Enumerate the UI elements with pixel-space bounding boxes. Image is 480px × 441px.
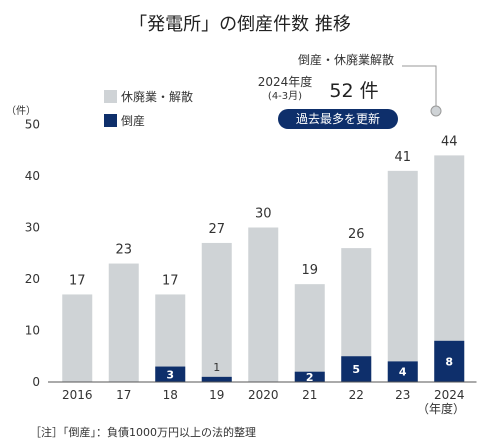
callout-period-line2: (4-3月) (268, 90, 302, 102)
bar-closure (387, 170, 418, 382)
legend-swatch-dark (104, 114, 117, 127)
legend-label-light: 休廃業・解散 (121, 89, 193, 104)
bar-closure (108, 263, 139, 382)
bar-bankruptcy (155, 366, 186, 382)
x-tick-label: 22 (349, 388, 364, 402)
data-label-closure: 23 (115, 243, 132, 258)
data-label-closure: 17 (69, 273, 86, 288)
callout-count: 52 件 (329, 80, 378, 102)
x-tick-label: 21 (302, 388, 317, 402)
y-axis-unit: （件） (6, 105, 36, 117)
callout-badge (278, 109, 398, 129)
data-label-bankruptcy: 5 (352, 363, 360, 376)
legend-label-dark: 倒産 (121, 113, 145, 128)
bar-closure (62, 294, 93, 382)
bar-bankruptcy (294, 371, 325, 382)
callout: 倒産・休廃業解散 2024年度 (4-3月) 52 件 過去最多を更新 (258, 52, 442, 129)
data-label-closure: 27 (208, 222, 225, 237)
data-label-bankruptcy: 3 (166, 368, 174, 381)
data-label-closure: 17 (162, 273, 179, 288)
x-tick-label: 2024 (434, 388, 465, 402)
y-tick-label: 10 (25, 324, 40, 338)
chart-title: 「発電所」の倒産件数 推移 (129, 14, 351, 35)
x-axis: 2016 17 18 19 2020 21 22 23 2024 (62, 388, 465, 402)
y-tick-label: 30 (25, 221, 40, 235)
bar-bankruptcy (434, 340, 465, 382)
data-label-closure: 44 (441, 134, 458, 149)
x-axis-unit: （年度） (417, 401, 465, 416)
bar-bankruptcy (201, 376, 232, 382)
x-tick-label: 19 (209, 388, 224, 402)
data-label-closure: 30 (255, 207, 272, 222)
x-tick-label: 2020 (248, 388, 279, 402)
data-label-bankruptcy: 2 (306, 371, 314, 384)
data-label-closure: 41 (394, 150, 411, 165)
x-tick-label: 2016 (62, 388, 93, 402)
x-tick-label: 17 (116, 388, 131, 402)
legend-swatch-light (104, 90, 117, 103)
data-label-bankruptcy: 1 (213, 361, 220, 374)
bar-closure (248, 227, 279, 382)
y-axis: 0 10 20 30 40 50 (25, 118, 40, 390)
callout-period-line1: 2024年度 (258, 74, 313, 89)
legend: 休廃業・解散 倒産 (104, 89, 193, 128)
bar-closure (294, 284, 325, 382)
y-tick-label: 0 (32, 375, 40, 389)
x-tick-label: 18 (163, 388, 178, 402)
data-label-closure: 26 (348, 227, 365, 242)
bar-bankruptcy (387, 361, 418, 382)
callout-label: 倒産・休廃業解散 (298, 52, 394, 67)
y-tick-label: 50 (25, 118, 40, 132)
y-tick-label: 40 (25, 169, 40, 183)
callout-badge-text: 過去最多を更新 (296, 111, 380, 126)
callout-marker (430, 105, 442, 117)
data-label-bankruptcy: 8 (445, 355, 453, 368)
callout-leader-line (402, 65, 437, 106)
data-label-bankruptcy: 4 (399, 366, 407, 379)
y-tick-label: 20 (25, 272, 40, 286)
bar-closure (201, 242, 232, 382)
x-tick-label: 23 (395, 388, 410, 402)
bar-bankruptcy (341, 356, 372, 382)
footnote: ［注］「倒産」：負債1000万円以上の法的整理 (30, 425, 256, 439)
data-label-closure: 19 (301, 263, 318, 278)
